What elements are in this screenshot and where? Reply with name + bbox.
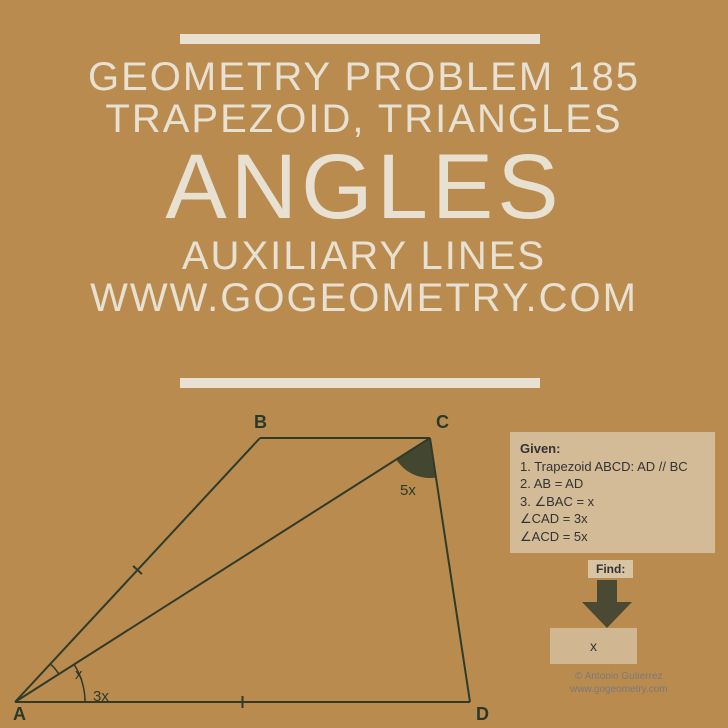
given-line: 3. ∠BAC = x bbox=[520, 493, 705, 511]
vertex-label-D: D bbox=[476, 704, 489, 725]
vertex-label-C: C bbox=[436, 412, 449, 433]
answer-value: x bbox=[590, 638, 597, 654]
given-header: Given: bbox=[520, 440, 705, 458]
angle-label: 5x bbox=[400, 482, 416, 499]
vertex-label-A: A bbox=[13, 704, 26, 725]
given-line: ∠CAD = 3x bbox=[520, 510, 705, 528]
given-line: 2. AB = AD bbox=[520, 475, 705, 493]
angle-label: x bbox=[75, 666, 83, 683]
credit-line-2: www.gogeometry.com bbox=[570, 683, 668, 696]
given-line: 1. Trapezoid ABCD: AD // BC bbox=[520, 458, 705, 476]
arrow-down-icon bbox=[582, 580, 632, 630]
answer-box: x bbox=[550, 628, 637, 664]
credit-line-1: © Antonio Gutierrez bbox=[570, 670, 668, 683]
given-box: Given: 1. Trapezoid ABCD: AD // BC 2. AB… bbox=[510, 432, 715, 553]
given-line: ∠ACD = 5x bbox=[520, 528, 705, 546]
vertex-label-B: B bbox=[254, 412, 267, 433]
credit-text: © Antonio Gutierrez www.gogeometry.com bbox=[570, 670, 668, 696]
find-label: Find: bbox=[588, 560, 633, 578]
angle-label: 3x bbox=[93, 688, 109, 705]
